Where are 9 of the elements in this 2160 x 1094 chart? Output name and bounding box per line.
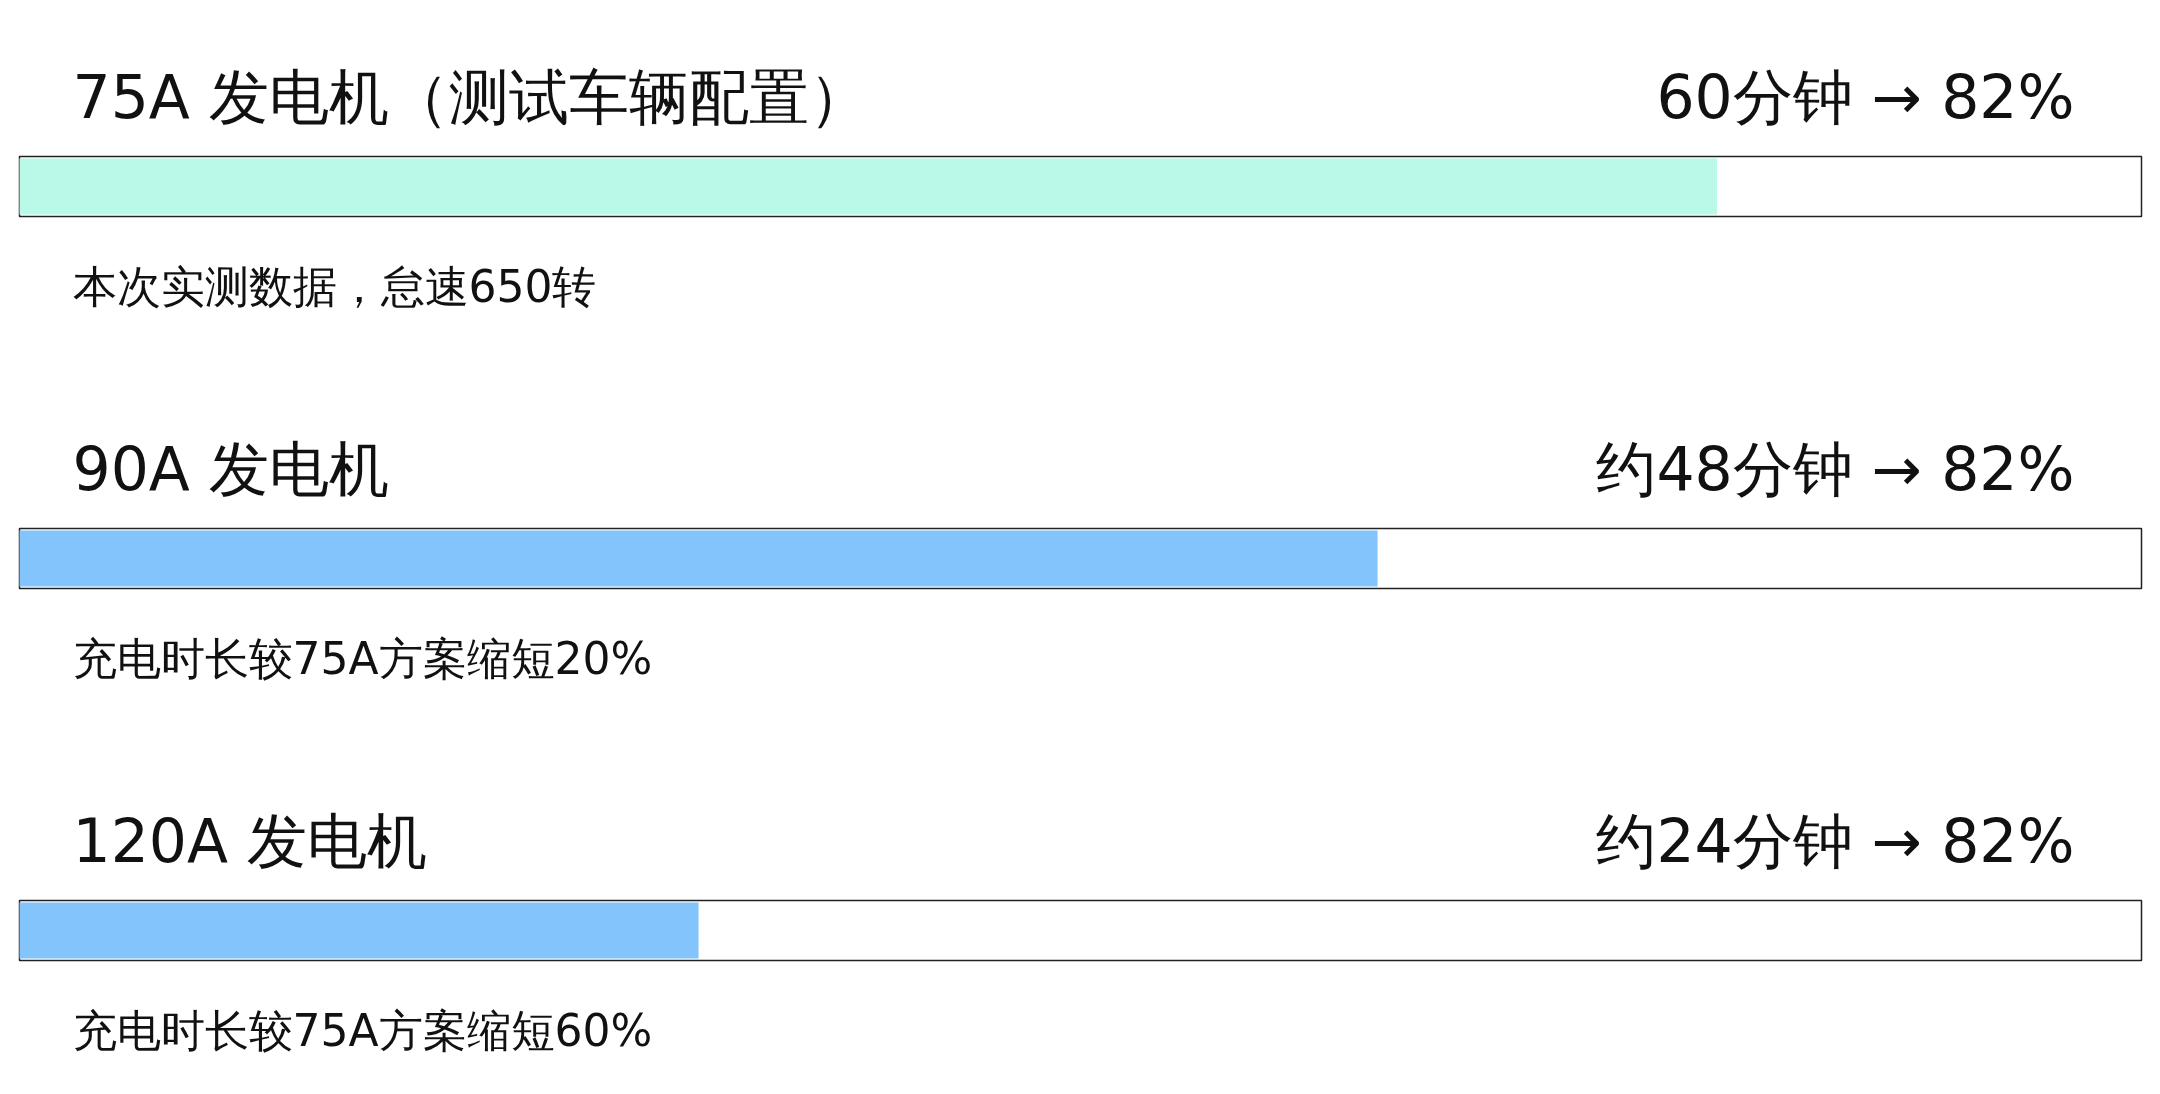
- y-tick-label: 120A 发电机: [72, 805, 428, 876]
- data-label: 约48分钟 → 82%: [1596, 433, 2075, 504]
- annotation: 充电时长较75A方案缩短20%: [72, 633, 653, 684]
- y-tick-label: 75A 发电机（测试车辆配置）: [72, 61, 869, 132]
- data-label: 约24分钟 → 82%: [1596, 805, 2075, 876]
- data-label: 60分钟 → 82%: [1656, 61, 2075, 132]
- annotation: 本次实测数据，怠速650转: [72, 261, 597, 312]
- y-tick-label: 90A 发电机: [72, 433, 389, 504]
- annotation: 充电时长较75A方案缩短60%: [72, 1005, 653, 1056]
